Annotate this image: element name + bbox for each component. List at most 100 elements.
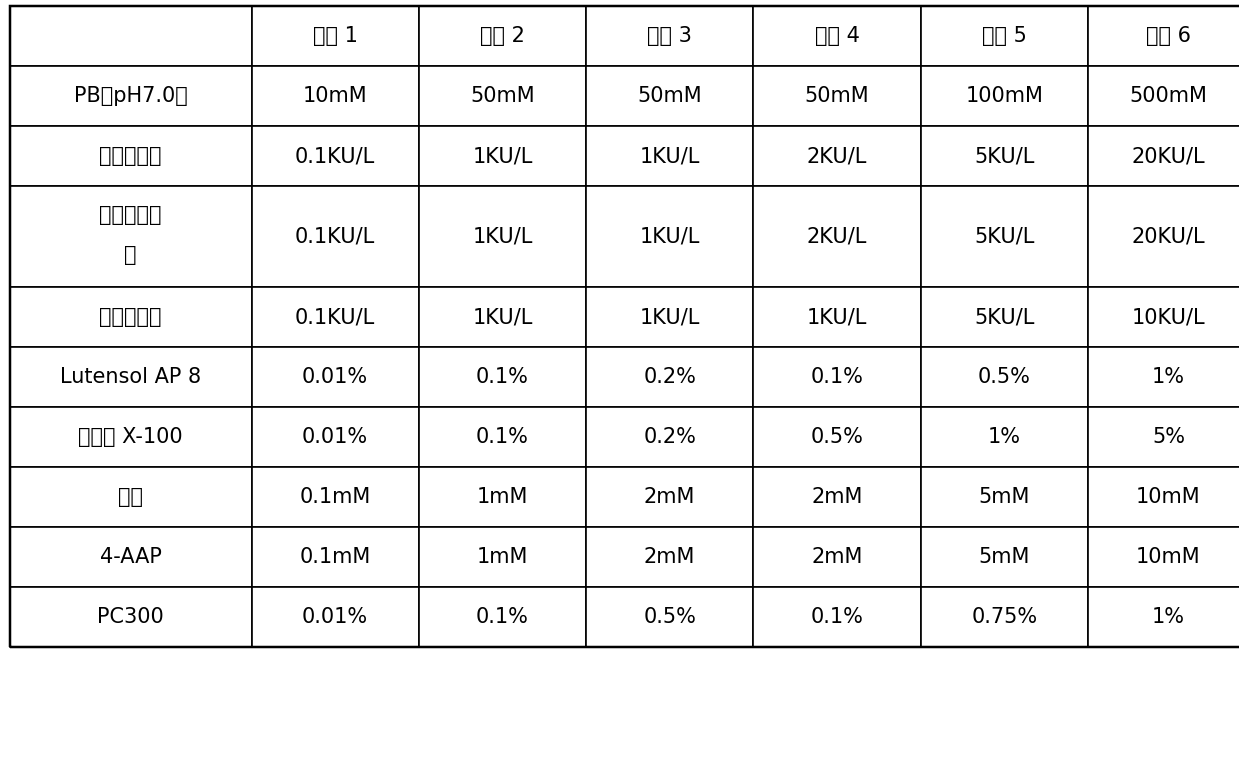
Bar [419,66,586,126]
Text: 酶: 酶 [124,245,138,265]
Text: 0.1KU/L: 0.1KU/L [295,146,375,166]
Bar [753,407,921,467]
Bar [1088,186,1239,287]
Text: 0.1%: 0.1% [810,368,864,387]
Bar [753,347,921,407]
Bar [10,347,252,407]
Bar [10,6,252,66]
Text: 0.1mM: 0.1mM [300,488,370,507]
Text: 0.1KU/L: 0.1KU/L [295,308,375,327]
Bar [586,347,753,407]
Text: 50mM: 50mM [637,86,703,106]
Bar [10,6,1239,647]
Bar [586,407,753,467]
Bar [921,66,1088,126]
Text: 2KU/L: 2KU/L [807,227,867,247]
Text: 胆固醇酯酶: 胆固醇酯酶 [99,146,162,166]
Text: 1KU/L: 1KU/L [472,308,533,327]
Text: 2mM: 2mM [644,488,695,507]
Bar [419,467,586,527]
Bar [10,66,252,126]
Text: 20KU/L: 20KU/L [1131,146,1206,166]
Text: 10KU/L: 10KU/L [1131,308,1206,327]
Text: 0.1%: 0.1% [810,608,864,627]
Bar [419,347,586,407]
Text: 500mM: 500mM [1130,86,1207,106]
Text: 0.5%: 0.5% [810,428,864,447]
Bar [586,66,753,126]
Bar [419,126,586,186]
Text: 4-AAP: 4-AAP [100,548,161,567]
Text: 0.5%: 0.5% [643,608,696,627]
Bar [10,527,252,587]
Text: 2KU/L: 2KU/L [807,146,867,166]
Text: 10mM: 10mM [302,86,368,106]
Text: 配方 3: 配方 3 [647,26,693,46]
Bar [10,467,252,527]
Text: 0.2%: 0.2% [643,368,696,387]
Bar [921,186,1088,287]
Bar [252,407,419,467]
Text: 0.1mM: 0.1mM [300,548,370,567]
Text: 胆固醇氧化: 胆固醇氧化 [99,205,162,224]
Bar [252,287,419,347]
Bar [1088,126,1239,186]
Text: PB（pH7.0）: PB（pH7.0） [74,86,187,106]
Bar [921,287,1088,347]
Text: 20KU/L: 20KU/L [1131,227,1206,247]
Bar [1088,527,1239,587]
Text: 1KU/L: 1KU/L [472,227,533,247]
Bar [1088,66,1239,126]
Text: 10mM: 10mM [1136,488,1201,507]
Bar [252,6,419,66]
Bar [1088,467,1239,527]
Text: 1KU/L: 1KU/L [807,308,867,327]
Text: 0.01%: 0.01% [302,428,368,447]
Bar [252,467,419,527]
Bar [1088,287,1239,347]
Text: 0.1%: 0.1% [476,608,529,627]
Text: Lutensol AP 8: Lutensol AP 8 [61,368,201,387]
Text: 0.01%: 0.01% [302,368,368,387]
Text: 1KU/L: 1KU/L [639,227,700,247]
Bar [252,126,419,186]
Text: 0.2%: 0.2% [643,428,696,447]
Text: 50mM: 50mM [804,86,870,106]
Bar [921,407,1088,467]
Bar [419,6,586,66]
Text: 0.1%: 0.1% [476,368,529,387]
Text: 10mM: 10mM [1136,548,1201,567]
Text: 1KU/L: 1KU/L [639,308,700,327]
Bar [252,186,419,287]
Text: 0.5%: 0.5% [978,368,1031,387]
Text: 1KU/L: 1KU/L [639,146,700,166]
Bar [1088,347,1239,407]
Text: 5mM: 5mM [979,488,1030,507]
Bar [921,347,1088,407]
Bar [10,186,252,287]
Bar [921,467,1088,527]
Text: 5KU/L: 5KU/L [974,308,1035,327]
Bar [419,287,586,347]
Bar [10,407,252,467]
Text: 配方 1: 配方 1 [312,26,358,46]
Text: 苯酚: 苯酚 [118,488,144,507]
Text: 5%: 5% [1152,428,1184,447]
Bar [252,527,419,587]
Text: 2mM: 2mM [644,548,695,567]
Bar [921,126,1088,186]
Text: 曲拉通 X-100: 曲拉通 X-100 [78,428,183,447]
Text: 5mM: 5mM [979,548,1030,567]
Bar [753,527,921,587]
Bar [252,347,419,407]
Bar [586,527,753,587]
Bar [586,467,753,527]
Bar [586,587,753,647]
Text: 1mM: 1mM [477,488,528,507]
Bar [586,126,753,186]
Bar [753,126,921,186]
Bar [1088,407,1239,467]
Text: 配方 2: 配方 2 [479,26,525,46]
Bar [753,66,921,126]
Text: 0.1KU/L: 0.1KU/L [295,227,375,247]
